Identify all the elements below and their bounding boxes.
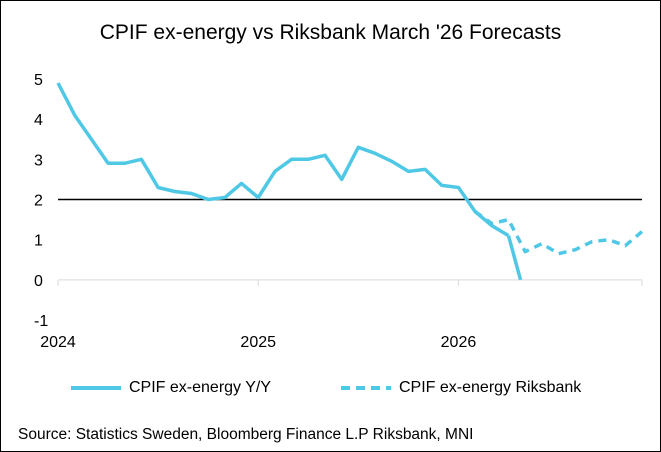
chart-title: CPIF ex-energy vs Riksbank March '26 For… <box>99 21 562 44</box>
legend-swatch-solid <box>71 386 121 390</box>
y-tick-label: 1 <box>34 233 43 250</box>
y-tick-label: 4 <box>34 112 43 129</box>
series-line-forecast <box>474 210 644 256</box>
legend-item-forecast: CPIF ex-energy Riksbank <box>341 379 581 397</box>
y-tick-label: 5 <box>34 72 43 89</box>
legend-swatch-dashed <box>341 386 391 390</box>
x-tick-label: 2026 <box>441 334 477 351</box>
y-tick-label: 3 <box>34 152 43 169</box>
series-lines <box>56 82 644 281</box>
legend-label-forecast: CPIF ex-energy Riksbank <box>399 379 582 396</box>
legend-label-actual: CPIF ex-energy Y/Y <box>129 379 271 396</box>
y-tick-label: -1 <box>34 313 48 330</box>
axes: -1 0 1 2 3 4 5 2024 2025 2026 <box>34 72 643 351</box>
legend: CPIF ex-energy Y/Y CPIF ex-energy Riksba… <box>1 379 660 403</box>
series-line-actual <box>56 82 510 238</box>
legend-item-actual: CPIF ex-energy Y/Y <box>71 379 271 397</box>
y-tick-label: 2 <box>34 193 43 210</box>
y-tick-label: 0 <box>34 273 43 290</box>
series-line-actual-drop <box>506 235 523 281</box>
source-note: Source: Statistics Sweden, Bloomberg Fin… <box>18 426 474 443</box>
x-tick-label: 2025 <box>240 334 276 351</box>
x-tick-label: 2024 <box>40 334 76 351</box>
